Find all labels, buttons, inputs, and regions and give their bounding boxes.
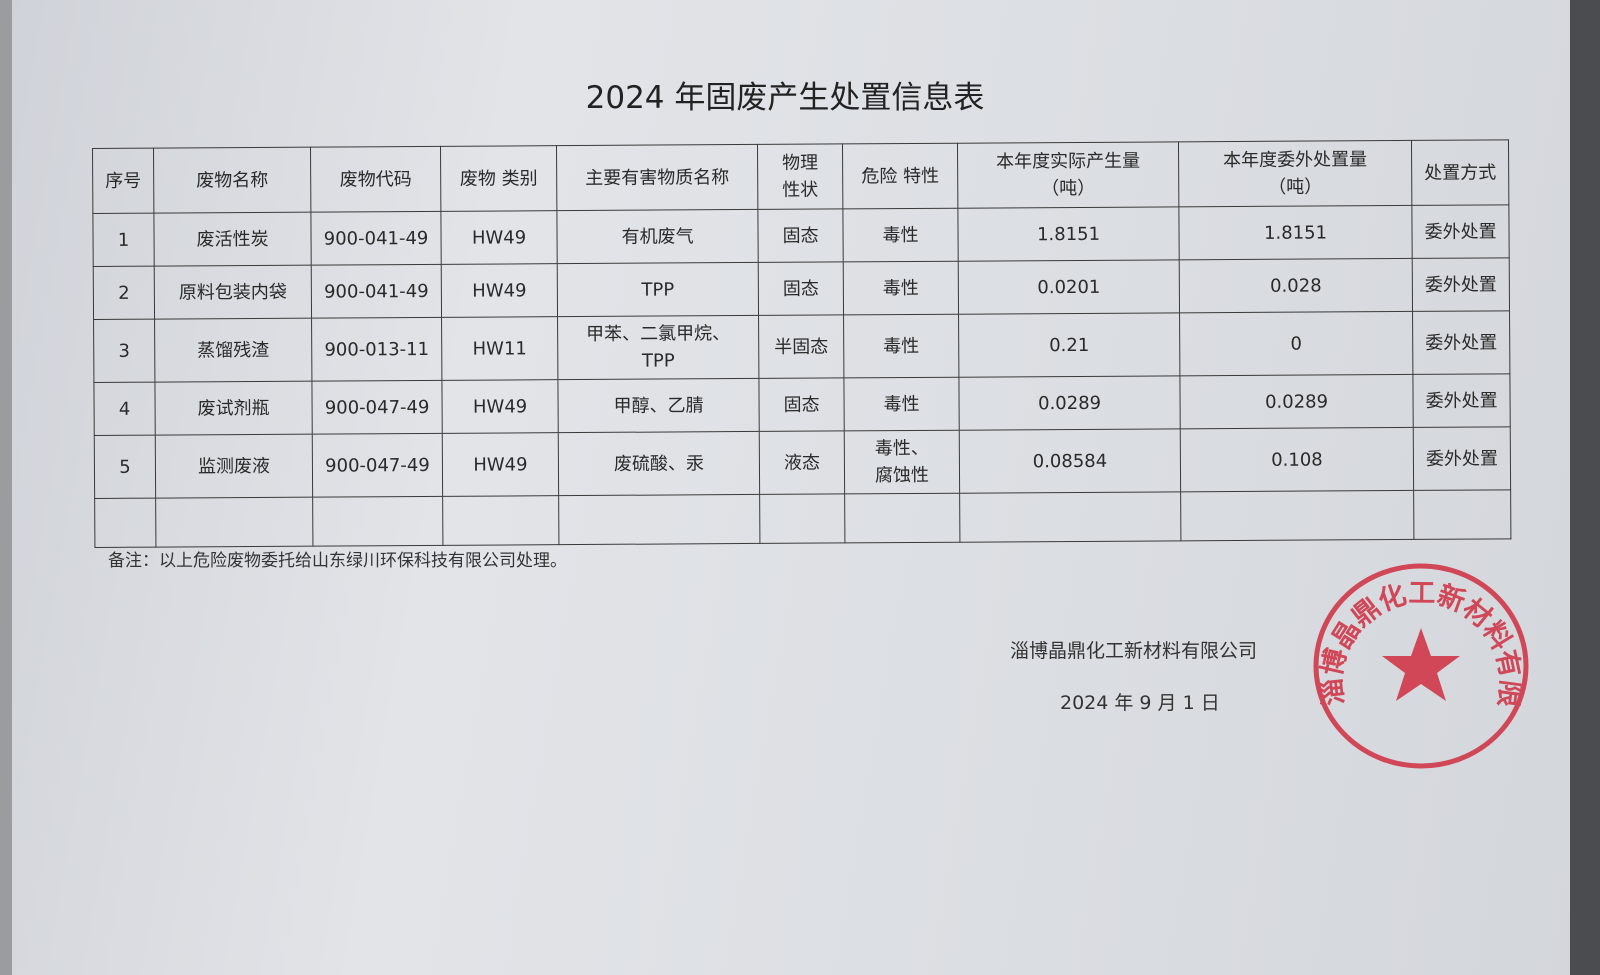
- table-cell: 有机废气: [556, 209, 759, 264]
- table-cell: 0.0201: [958, 259, 1180, 315]
- table-row: 3 蒸馏残渣 900-013-11 HW11 甲苯、二氯甲烷、 TPP 半固态 毒性 0.21…: [93, 310, 1510, 383]
- paper-shadow-left: [0, 0, 12, 975]
- table-cell: 监测废液: [155, 434, 313, 499]
- table-cell: 3: [93, 319, 155, 383]
- table-cell: 甲苯、二氯甲烷、 TPP: [557, 315, 759, 380]
- table-cell: 0.108: [1180, 427, 1414, 492]
- seal-lettering: 淄博晶鼎化工新材料有限公司: [1310, 560, 1526, 709]
- table-cell: 0.21: [958, 312, 1180, 378]
- table-cell: 蒸馏残渣: [154, 318, 312, 383]
- table-cell: [759, 493, 845, 544]
- table-cell: 委外处置: [1412, 310, 1510, 375]
- column-header: 废物名称: [153, 147, 311, 214]
- table-cell: 1.8151: [1178, 205, 1413, 260]
- table-cell: [442, 495, 559, 546]
- table-cell: 2: [93, 266, 155, 320]
- column-header: 本年度实际产生量 （吨）: [957, 141, 1179, 209]
- table-cell: 0: [1179, 311, 1413, 376]
- table-cell: 900-041-49: [311, 264, 442, 319]
- table-cell: 废硫酸、汞: [558, 431, 760, 496]
- table-cell: [94, 498, 156, 548]
- table-cell: HW11: [441, 316, 558, 381]
- document-title: 2024 年固废产生处置信息表: [585, 80, 985, 116]
- table-cell: 1.8151: [957, 206, 1180, 262]
- table-row: 4 废试剂瓶 900-047-49 HW49 甲醇、乙腈 固态 毒性 0.0289 0.0289…: [93, 373, 1511, 436]
- table-cell: 0.028: [1179, 258, 1413, 313]
- table-cell: [155, 497, 313, 548]
- table-cell: HW49: [440, 210, 558, 265]
- table-cell: HW49: [441, 379, 559, 434]
- table-cell: 毒性: [843, 377, 960, 431]
- table-cell: [1180, 490, 1414, 541]
- star-icon: [1382, 628, 1460, 701]
- table-cell: 固态: [758, 377, 845, 432]
- table-cell: 0.08584: [959, 428, 1181, 494]
- table-cell: HW49: [442, 432, 559, 497]
- table-cell: 0.0289: [1179, 374, 1414, 429]
- table-cell: 液态: [759, 430, 845, 495]
- column-header: 主要有害物质名称: [556, 144, 758, 211]
- company-name: 淄博晶鼎化工新材料有限公司: [1010, 640, 1258, 662]
- table-cell: 固态: [758, 261, 844, 316]
- table-cell: 1: [92, 213, 155, 267]
- table-row: [94, 489, 1511, 548]
- column-header: 本年度委外处置量 （吨）: [1178, 140, 1412, 207]
- table-cell: [1413, 489, 1511, 540]
- column-header: 废物代码: [310, 146, 441, 213]
- table-cell: 半固态: [758, 314, 844, 379]
- table-cell: 4: [93, 382, 156, 436]
- table-cell: 固态: [757, 208, 844, 263]
- table-cell: 毒性: [843, 261, 959, 315]
- table-cell: [558, 494, 760, 545]
- company-seal-stamp: 淄博晶鼎化工新材料有限公司: [1310, 560, 1529, 769]
- table-cell: 毒性: [842, 208, 959, 262]
- table-cell: [312, 496, 443, 547]
- table-cell: 0.0289: [958, 375, 1181, 431]
- table-cell: 毒性、 腐蚀性: [844, 430, 960, 494]
- table-cell: 废活性炭: [153, 212, 312, 267]
- table-cell: HW49: [441, 263, 558, 318]
- table-cell: 5: [94, 435, 156, 499]
- table-cell: 原料包装内袋: [154, 265, 312, 320]
- table-cell: 委外处置: [1413, 426, 1511, 491]
- table-cell: 委外处置: [1411, 204, 1510, 259]
- table-cell: 废试剂瓶: [154, 381, 313, 436]
- column-header: 序号: [92, 148, 154, 214]
- table-cell: 900-041-49: [310, 211, 442, 266]
- table-cell: TPP: [557, 262, 759, 317]
- table-cell: 委外处置: [1412, 257, 1510, 312]
- table-cell: 委外处置: [1412, 373, 1511, 428]
- table-cell: [959, 491, 1181, 543]
- seal-ring: [1313, 563, 1529, 769]
- table-row: 1 废活性炭 900-041-49 HW49 有机废气 固态 毒性 1.8151 1.8151 委…: [92, 204, 1510, 267]
- column-header: 危险 特性: [842, 143, 958, 209]
- table-header-row: 序号 废物名称 废物代码 废物 类别 主要有害物质名称 物理 性状 危险 特性 本年度实际产生…: [92, 139, 1509, 214]
- waste-info-table: 序号 废物名称 废物代码 废物 类别 主要有害物质名称 物理 性状 危险 特性 本年度实际产生…: [92, 139, 1511, 548]
- signature-date: 2024 年 9 月 1 日: [1060, 692, 1220, 714]
- table-cell: 毒性: [843, 314, 959, 378]
- table-cell: 900-047-49: [311, 380, 443, 435]
- table-cell: 甲醇、乙腈: [557, 378, 760, 433]
- remark-note: 备注：以上危险废物委托给山东绿川环保科技有限公司处理。: [108, 551, 567, 571]
- column-header: 废物 类别: [440, 145, 557, 212]
- column-header: 物理 性状: [757, 143, 843, 210]
- table-cell: [844, 493, 960, 543]
- background-edge: [1570, 0, 1600, 975]
- table-row: 5 监测废液 900-047-49 HW49 废硫酸、汞 液态 毒性、 腐蚀性 0.08584…: [94, 426, 1511, 499]
- table-row: 2 原料包装内袋 900-041-49 HW49 TPP 固态 毒性 0.0201 0.028 委…: [93, 257, 1510, 320]
- table-cell: 900-047-49: [312, 433, 443, 498]
- column-header: 处置方式: [1411, 139, 1509, 206]
- table-cell: 900-013-11: [311, 317, 442, 382]
